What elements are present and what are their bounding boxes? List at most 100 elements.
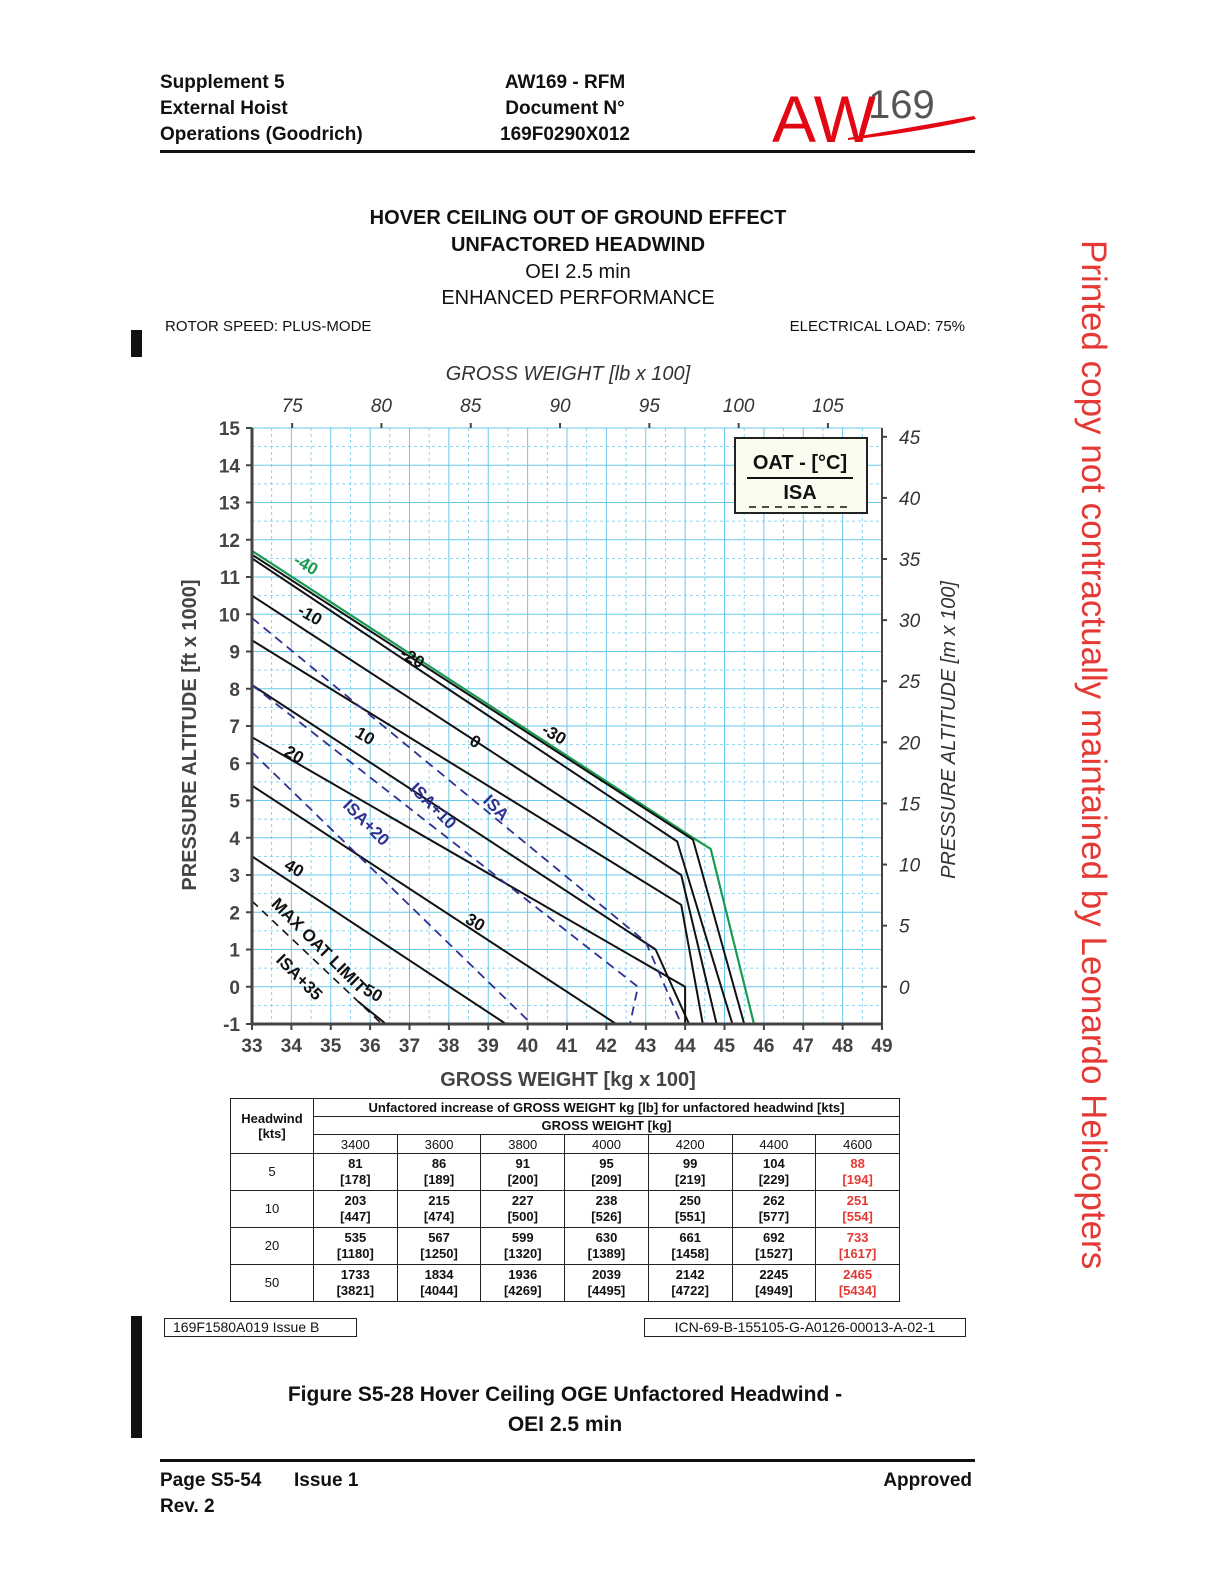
table-row: 20 535 [1180] 567 [1250] 599 [1320] 630 [1389] 66…	[230, 1227, 900, 1265]
x-tick-label: 33	[241, 1036, 262, 1057]
weight-increase-lb: [1458]	[671, 1246, 709, 1261]
x2-tick-label: 95	[639, 396, 661, 417]
chart-grid-major	[251, 427, 883, 1025]
weight-increase-kg: 238	[595, 1193, 618, 1208]
y-tick-label: 5	[229, 792, 240, 813]
table-cell: 91 [200]	[480, 1153, 566, 1191]
weight-header-cell: 4400	[731, 1134, 817, 1154]
y2-tick-label: 40	[899, 489, 921, 510]
chart-performance: ENHANCED PERFORMANCE	[441, 287, 715, 309]
table-cell: 251 [554]	[815, 1190, 900, 1228]
y2-tick-label: 5	[899, 917, 910, 938]
table-cell: 2245 [4949]	[731, 1264, 817, 1302]
headwind-column-header: Headwind [kts]	[230, 1098, 314, 1154]
header-supplement: Supplement 5	[160, 72, 285, 93]
series-line	[251, 553, 746, 1025]
weight-increase-kg: 2039	[592, 1267, 621, 1282]
chart-legend: OAT - [°C] ISA	[734, 437, 868, 514]
x-tick-label: 42	[596, 1036, 617, 1057]
logo-swoosh	[848, 116, 976, 140]
x-tick-label: 47	[793, 1036, 814, 1057]
figure-reference: 169F1580A019 Issue B	[164, 1318, 357, 1337]
header-subsection: Operations (Goodrich)	[160, 124, 363, 145]
y2-tick-label: 0	[899, 978, 910, 999]
header-section: External Hoist	[160, 98, 288, 119]
approval-status: Approved	[883, 1470, 972, 1491]
table-cell: 215 [474]	[396, 1190, 482, 1228]
header-document-block: AW169 - RFM Document N° 169F0290X012	[470, 70, 660, 148]
x2-tick-label: 100	[723, 396, 755, 417]
y-tick-label: 11	[220, 568, 241, 589]
weight-increase-kg: 1733	[340, 1267, 370, 1282]
legend-title: OAT - [°C]	[753, 452, 847, 474]
x-tick-label: 40	[517, 1036, 538, 1057]
curve-label: 20	[281, 742, 307, 768]
y-tick-label: 12	[219, 531, 240, 552]
weight-increase-lb: [3821]	[336, 1283, 375, 1298]
y-tick-label: 15	[219, 419, 241, 440]
y2-tick-label: 45	[899, 428, 921, 449]
y-tick-label: 2	[229, 903, 240, 924]
table-cell: 238 [526]	[564, 1190, 649, 1228]
y-tick-label: 8	[229, 680, 240, 701]
aw169-logo: AW 169	[772, 82, 976, 150]
series-line	[251, 549, 756, 1025]
chart-condition: OEI 2.5 min	[525, 261, 631, 283]
hover-ceiling-chart: -40-30-20-1001020304050ISAISA+10ISA+20MA…	[179, 363, 960, 1091]
weight-header-row: 3400 3600 3800 4000 4200 4400 4600	[231, 1134, 900, 1154]
weight-increase-lb: [474]	[423, 1209, 455, 1224]
weight-increase-kg: 2142	[675, 1267, 705, 1282]
y-tick-label: 14	[219, 456, 241, 477]
table-cell: 262 [577]	[731, 1190, 817, 1228]
series-line	[251, 736, 687, 1024]
weight-increase-lb: [4949]	[755, 1283, 793, 1298]
rotor-speed-note: ROTOR SPEED: PLUS-MODE	[165, 318, 372, 335]
x-tick-label: 44	[675, 1036, 697, 1057]
series-line	[251, 784, 617, 1025]
weight-increase-kg: 99	[682, 1156, 698, 1171]
y-tick-label: 7	[229, 717, 240, 738]
y2-tick-label: 30	[899, 611, 921, 632]
x-tick-label: 45	[714, 1036, 736, 1057]
weight-increase-lb: [178]	[340, 1172, 371, 1187]
figure-caption-line1: Figure S5-28 Hover Ceiling OGE Unfactore…	[287, 1383, 843, 1406]
x2-tick-label: 90	[549, 396, 571, 417]
curve-label: 10	[352, 723, 378, 749]
weight-increase-lb: [447]	[340, 1209, 371, 1224]
weight-increase-lb: [1527]	[755, 1246, 793, 1261]
weight-increase-lb: [526]	[591, 1209, 622, 1224]
table-subtitle: GROSS WEIGHT [kg]	[313, 1116, 900, 1135]
x-tick-label: 46	[753, 1036, 774, 1057]
y-axis-label: PRESSURE ALTITUDE [ft x 1000]	[179, 579, 201, 890]
chart-curve-labels: -40-30-20-1001020304050ISAISA+10ISA+20MA…	[268, 550, 570, 1006]
weight-increase-lb: [1389]	[587, 1246, 626, 1261]
weight-increase-lb: [1180]	[336, 1246, 374, 1261]
y-tick-label: 3	[229, 866, 240, 887]
weight-increase-kg: 215	[428, 1193, 450, 1208]
x2-tick-label: 105	[812, 396, 844, 417]
series-line	[251, 855, 507, 1025]
table-cell: 599 [1320]	[480, 1227, 566, 1265]
weight-increase-lb: [229]	[758, 1172, 790, 1187]
table-cell: 630 [1389]	[564, 1227, 649, 1265]
weight-header-cell: 3800	[480, 1134, 566, 1154]
y-tick-label: 0	[229, 978, 240, 999]
table-cell: 2039 [4495]	[564, 1264, 649, 1302]
figure-caption-line2: OEI 2.5 min	[507, 1413, 623, 1436]
weight-increase-lb: [551]	[674, 1209, 706, 1224]
table-row: 5 81 [178] 86 [189] 91 [200] 95 [209] 99 [219] 104[…	[230, 1153, 900, 1191]
table-cell: 1834 [4044]	[396, 1264, 482, 1302]
x-tick-label: 39	[478, 1036, 499, 1057]
weight-increase-lb: [554]	[842, 1209, 873, 1224]
headwind-value: 5	[230, 1153, 314, 1191]
legend-entry: ISA	[783, 482, 816, 504]
x-tick-label: 36	[360, 1036, 381, 1057]
weight-header-cell: 4000	[564, 1134, 649, 1154]
headwind-table-body: 5 81 [178] 86 [189] 91 [200] 95 [209] 99 [219] 104[…	[230, 1153, 900, 1302]
weight-increase-lb: [189]	[423, 1172, 455, 1187]
y2-tick-label: 10	[899, 856, 921, 877]
table-cell: 95 [209]	[564, 1153, 649, 1191]
weight-increase-kg: 262	[763, 1193, 785, 1208]
x2-tick-label: 75	[282, 396, 304, 417]
x2-tick-label: 85	[460, 396, 482, 417]
